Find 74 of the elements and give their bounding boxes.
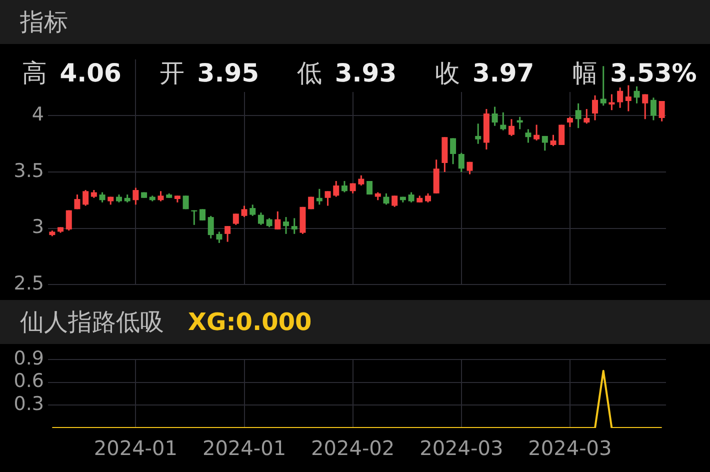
candlestick xyxy=(617,86,624,109)
candlestick xyxy=(424,192,431,204)
candlestick xyxy=(132,187,139,206)
candlestick xyxy=(550,134,556,147)
candlestick xyxy=(658,100,665,122)
candlestick xyxy=(600,65,606,106)
annotation: 低 3.93 xyxy=(297,58,397,88)
y-tick-label: 0.6 xyxy=(14,370,44,392)
candlestick xyxy=(542,135,548,152)
candlestick xyxy=(99,192,106,204)
candlestick xyxy=(508,118,514,137)
candlestick xyxy=(66,210,72,232)
candlestick xyxy=(525,128,532,144)
candlestick xyxy=(241,205,248,218)
candlestick xyxy=(200,208,206,222)
candlestick xyxy=(224,225,231,243)
candlestick xyxy=(408,192,414,204)
candlestick xyxy=(642,94,648,120)
candlestick xyxy=(634,86,640,104)
candlestick xyxy=(324,190,331,207)
candlestick xyxy=(592,94,598,121)
x-tick-label: 2024-01 xyxy=(94,436,178,460)
candlestick xyxy=(74,194,80,210)
candlestick xyxy=(584,108,590,124)
annotation: 高 4.06 xyxy=(22,58,122,88)
x-tick-label: 2024-03 xyxy=(420,436,504,460)
y-tick-label: 3.5 xyxy=(14,160,44,182)
candlestick xyxy=(608,94,615,111)
candlestick xyxy=(232,212,239,226)
candlestick xyxy=(475,122,482,145)
candlestick xyxy=(492,106,498,127)
annotation: 收 3.97 xyxy=(434,58,534,88)
candlestick xyxy=(266,217,272,228)
x-tick-label: 2024-02 xyxy=(311,436,395,460)
candlestick xyxy=(291,217,298,235)
text: XG:0.000 xyxy=(188,308,312,336)
candlestick xyxy=(208,215,214,240)
y-tick-label: 4 xyxy=(32,104,44,126)
candlestick xyxy=(575,102,582,129)
y-tick-label: 2.5 xyxy=(14,272,44,295)
y-tick-label: 0.3 xyxy=(14,393,44,416)
candlestick xyxy=(450,137,456,165)
x-tick-label: 2024-01 xyxy=(202,436,286,460)
annotation: 幅 3.53% xyxy=(572,58,697,88)
candlestick xyxy=(516,116,523,130)
candlestick xyxy=(625,84,632,112)
candlestick xyxy=(383,192,390,206)
candlestick xyxy=(500,112,506,132)
candlestick xyxy=(158,190,164,202)
chart-title: 指标 xyxy=(20,8,68,36)
candlestick xyxy=(566,116,573,128)
annotation: 开 3.95 xyxy=(160,58,259,88)
candlestick xyxy=(358,174,364,186)
candlestick xyxy=(466,161,473,175)
chart-title: 仙人指路低吸 xyxy=(20,308,164,336)
candlestick xyxy=(283,216,290,235)
candlestick xyxy=(534,124,540,142)
candlestick xyxy=(366,181,373,195)
candlestick xyxy=(650,96,656,121)
candlestick xyxy=(333,180,340,198)
candlestick xyxy=(558,124,565,146)
candlestick xyxy=(392,194,398,208)
candlestick xyxy=(258,212,264,226)
y-tick-label: 0.9 xyxy=(14,347,44,370)
candlestick xyxy=(341,180,348,194)
x-tick-label: 2024-03 xyxy=(528,436,612,460)
candlestick xyxy=(216,230,222,244)
candlestick xyxy=(316,188,322,206)
candlestick xyxy=(458,152,464,173)
candlestick xyxy=(274,210,281,230)
candlestick xyxy=(82,189,89,207)
y-tick-label: 3 xyxy=(32,216,44,238)
candlestick xyxy=(182,194,189,210)
candlestick xyxy=(250,204,256,217)
